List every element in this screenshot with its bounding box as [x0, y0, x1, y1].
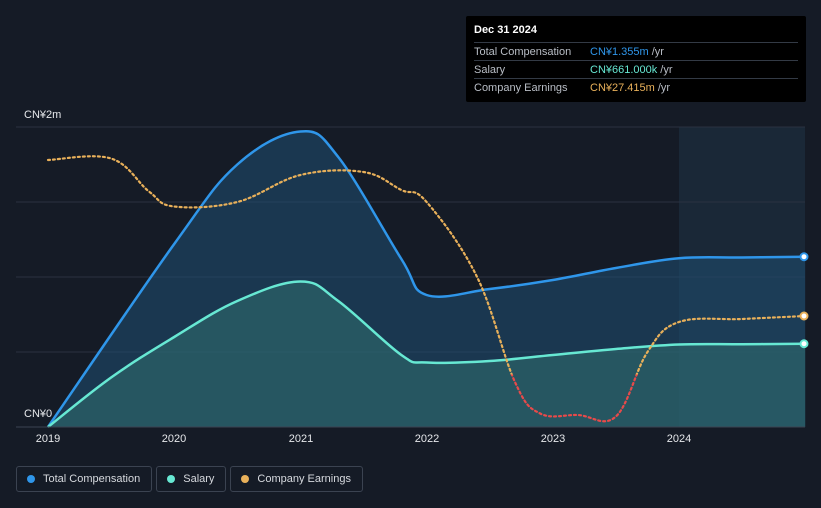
- tooltip-date: Dec 31 2024: [474, 24, 537, 36]
- legend-dot-icon: [167, 475, 176, 483]
- x-tick-2024: 2024: [666, 433, 692, 445]
- salary-end-marker: [799, 339, 809, 349]
- legend-label: Salary: [183, 473, 215, 485]
- legend-dot-icon: [241, 475, 250, 483]
- x-tick-2022: 2022: [414, 433, 440, 445]
- total-compensation-end-marker: [799, 252, 809, 262]
- company-earnings-line-positive: [46, 155, 807, 375]
- tooltip-label: Company Earnings: [474, 81, 568, 94]
- x-tick-2020: 2020: [161, 433, 187, 445]
- tooltip-unit: /yr: [657, 81, 671, 94]
- tooltip-value: CN¥27.415m: [590, 81, 655, 94]
- tooltip-value: CN¥1.355m: [590, 45, 649, 58]
- tooltip: Dec 31 2024 Total Compensation CN¥1.355m…: [466, 16, 806, 102]
- tooltip-label: Total Compensation: [474, 45, 572, 58]
- legend-company-earnings[interactable]: Company Earnings: [230, 466, 363, 492]
- y-tick-zero: CN¥0: [24, 408, 53, 420]
- tooltip-row-total: Total Compensation CN¥1.355m /yr: [474, 42, 798, 60]
- x-tick-2021: 2021: [288, 433, 314, 445]
- salary-line: [47, 280, 806, 428]
- legend-label: Total Compensation: [43, 473, 141, 485]
- company-earnings-end-marker: [799, 311, 809, 321]
- legend-salary[interactable]: Salary: [156, 466, 227, 492]
- tooltip-unit: /yr: [660, 63, 673, 76]
- tooltip-label: Salary: [474, 63, 506, 76]
- x-tick-2023: 2023: [540, 433, 566, 445]
- tooltip-row-salary: Salary CN¥661.000k /yr: [474, 60, 798, 78]
- legend-total-compensation[interactable]: Total Compensation: [16, 466, 153, 492]
- x-tick-2019: 2019: [35, 433, 61, 445]
- company-earnings-line: [46, 155, 807, 423]
- tooltip-row-earnings: Company Earnings CN¥27.415m /yr: [474, 78, 798, 96]
- legend: Total Compensation Salary Company Earnin…: [16, 466, 363, 492]
- legend-label: Company Earnings: [257, 473, 351, 485]
- legend-dot-icon: [27, 475, 35, 483]
- tooltip-unit: /yr: [651, 45, 664, 58]
- end-markers: [799, 252, 809, 349]
- salary-area: [48, 281, 806, 427]
- total-compensation-line: [46, 130, 806, 428]
- y-tick-max: CN¥2m: [24, 109, 62, 121]
- tooltip-value: CN¥661.000k: [590, 63, 658, 76]
